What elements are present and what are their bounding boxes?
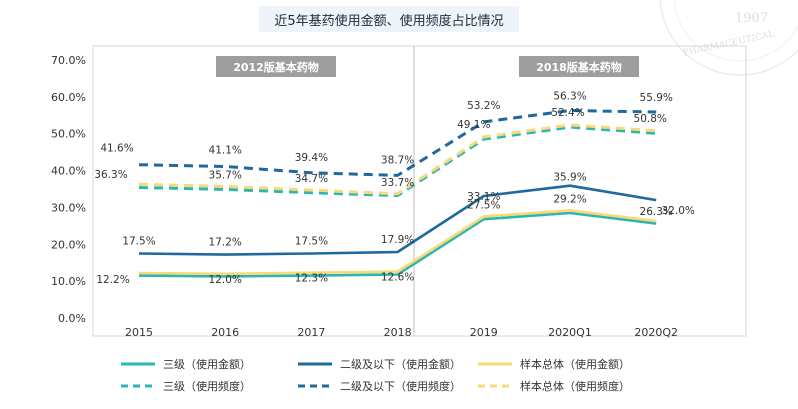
y-tick-label: 10.0% — [51, 275, 86, 288]
series-line-0 — [138, 211, 657, 278]
data-label: 55.9% — [640, 92, 673, 104]
data-label: 12.0% — [209, 274, 242, 286]
series-line-1 — [138, 184, 657, 256]
watermark-seal: 1907 PHARMACEUTICAL — [659, 0, 798, 76]
data-label: 41.1% — [209, 145, 242, 157]
y-tick-label: 30.0% — [51, 201, 86, 214]
legend-label: 样本总体（使用频度） — [520, 379, 630, 393]
chart-title: 近5年基药使用金额、使用频度占比情况 — [259, 6, 519, 32]
data-label: 35.7% — [209, 169, 242, 181]
data-label: 17.5% — [122, 236, 155, 248]
data-label: 33.1% — [467, 191, 500, 203]
data-label: 32.0% — [662, 205, 695, 217]
data-label: 12.3% — [295, 273, 328, 285]
data-label: 26.3% — [640, 206, 673, 218]
legend-label: 二级及以下（使用频度） — [340, 379, 461, 393]
y-tick-label: 60.0% — [51, 91, 86, 104]
legend-label: 样本总体（使用金额） — [520, 357, 630, 371]
data-label: 33.7% — [381, 177, 414, 189]
y-axis: 0.0% 10.0% 20.0% 30.0% 40.0% 50.0% 60.0% 70.0% — [51, 54, 86, 325]
y-tick-label: 40.0% — [51, 165, 86, 178]
y-tick-label: 20.0% — [51, 238, 86, 251]
data-label: 12.6% — [381, 272, 414, 284]
data-label: 41.6% — [100, 143, 133, 155]
data-label: 39.4% — [295, 152, 328, 164]
data-label: 38.7% — [381, 154, 414, 166]
x-tick-label: 2018 — [384, 326, 412, 339]
period-2012-bg — [216, 56, 336, 77]
data-label: 52.4% — [551, 107, 584, 119]
series-line-2 — [138, 209, 657, 276]
period-2018-bg — [519, 56, 639, 77]
y-tick-label: 50.0% — [51, 128, 86, 141]
series-line-5 — [138, 123, 657, 196]
y-tick-label: 0.0% — [58, 312, 86, 325]
data-label: 17.9% — [381, 234, 414, 246]
series-line-3 — [138, 125, 657, 198]
data-label: 49.1% — [457, 119, 490, 131]
x-tick-label: 2020Q2 — [634, 326, 678, 339]
data-label: 17.5% — [295, 236, 328, 248]
data-label: 12.2% — [96, 274, 129, 286]
data-label: 53.2% — [467, 100, 500, 112]
x-tick-label: 2020Q1 — [548, 326, 592, 339]
period-2018-label: 2018版基本药物 — [536, 60, 622, 74]
data-label: 29.2% — [553, 193, 586, 205]
data-label: 50.8% — [634, 113, 667, 125]
legend: 三级（使用金额） 二级及以下（使用金额） 样本总体（使用金额） 三级（使用频度） 二级及… — [121, 357, 630, 393]
data-label: 17.2% — [209, 237, 242, 249]
x-tick-label: 2017 — [297, 326, 325, 339]
x-tick-label: 2015 — [125, 326, 153, 339]
series-line-4 — [138, 109, 657, 177]
series-lines — [138, 109, 657, 278]
data-label: 27.5% — [467, 200, 500, 212]
x-tick-label: 2016 — [211, 326, 239, 339]
x-axis: 2015 2016 2017 2018 2019 2020Q1 2020Q2 — [125, 326, 678, 339]
data-label: 56.3% — [553, 90, 586, 102]
period-2012-label: 2012版基本药物 — [233, 60, 319, 74]
data-label: 35.9% — [553, 172, 586, 184]
legend-label: 三级（使用金额） — [163, 357, 251, 371]
plot-frame — [92, 45, 747, 337]
data-label: 36.3% — [94, 169, 127, 181]
data-labels: 17.5% 17.2% 17.5% 17.9% 33.1% 35.9% 32.0% 12.2%… — [94, 90, 695, 286]
watermark-year: 1907 — [735, 11, 768, 26]
legend-label: 三级（使用频度） — [163, 379, 251, 393]
data-label: 34.7% — [295, 173, 328, 185]
legend-label: 二级及以下（使用金额） — [340, 357, 461, 371]
y-tick-label: 70.0% — [51, 54, 86, 67]
x-tick-label: 2019 — [470, 326, 498, 339]
